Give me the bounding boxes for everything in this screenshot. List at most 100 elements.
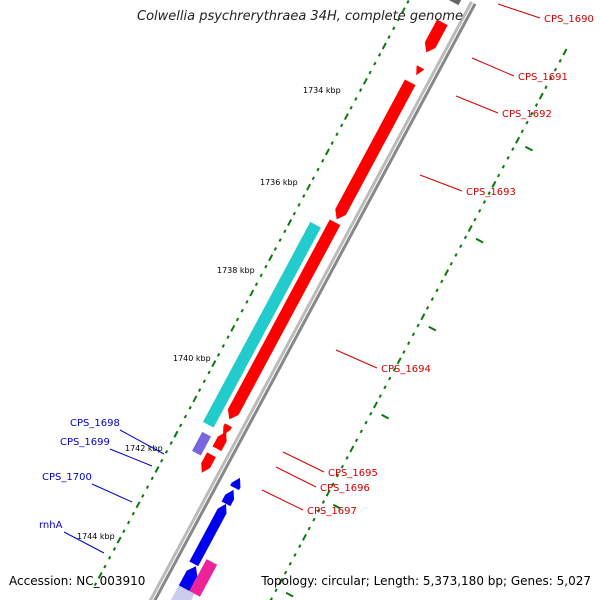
gene-rnha-arrow xyxy=(178,566,198,592)
gc-skew-track-outer xyxy=(317,508,321,513)
gc-content-track-inner xyxy=(145,485,150,490)
gc-skew-track-outer xyxy=(544,85,548,90)
gene-cps-1698-arrow xyxy=(230,477,241,491)
gene-leader-line xyxy=(91,483,133,503)
gc-skew-track-outer xyxy=(278,577,284,585)
gene-label: CPS_1692 xyxy=(502,109,552,120)
gc-content-track-inner xyxy=(202,379,206,384)
gc-skew-track-outer xyxy=(425,306,430,310)
gc-content-track-inner xyxy=(97,571,103,579)
gc-content-track-inner xyxy=(349,105,353,110)
gc-content-track-inner xyxy=(226,335,230,340)
gene-leader-line xyxy=(282,451,325,473)
gc-content-track-inner xyxy=(179,423,183,428)
gc-content-track-inner xyxy=(381,42,387,50)
gc-content-track-inner xyxy=(321,158,325,163)
gc-skew-track-outer xyxy=(407,341,411,346)
gene-leader-line xyxy=(119,429,165,455)
gc-content-track-inner xyxy=(283,229,287,234)
gene-cps-1692-arrow xyxy=(335,79,416,220)
tick-label: 1734 kbp xyxy=(303,86,341,95)
gc-content-track-inner xyxy=(362,77,368,85)
gc-skew-track-outer xyxy=(293,553,297,557)
feature-pink xyxy=(189,559,218,597)
gc-content-track-inner xyxy=(392,26,396,31)
gene-label: CPS_1697 xyxy=(307,506,357,517)
gc-skew-track-outer xyxy=(369,411,373,416)
gene-leader-line xyxy=(455,95,499,114)
gc-content-track-inner xyxy=(192,395,198,403)
gc-content-track-inner xyxy=(330,141,334,145)
gc-content-track-inner xyxy=(259,273,263,278)
gene-label: CPS_1691 xyxy=(518,72,568,83)
gc-content-track-inner xyxy=(135,501,141,509)
gc-skew-track-outer xyxy=(335,473,340,478)
gene-cps-1697-arrow xyxy=(201,452,216,473)
gene-label: CPS_1696 xyxy=(320,483,370,494)
gc-content-track-inner xyxy=(211,360,217,368)
gc-skew-track-outer xyxy=(396,357,402,365)
genome-backbone xyxy=(153,3,477,600)
gc-skew-track-outer xyxy=(392,367,397,372)
gc-skew-track-outer xyxy=(440,279,444,284)
gc-content-track-inner xyxy=(377,52,382,57)
gene-cps-1691-arrow xyxy=(416,65,425,76)
tick-label: 1740 kbp xyxy=(173,354,211,363)
gc-content-track-inner xyxy=(197,388,202,392)
gc-skew-track-outer xyxy=(549,76,553,81)
gc-skew-track-outer xyxy=(301,533,307,541)
gc-content-track-inner xyxy=(112,547,117,551)
gc-skew-track-outer xyxy=(269,597,273,600)
gc-content-track-inner xyxy=(245,299,249,304)
gc-skew-track-outer xyxy=(383,385,387,390)
map-title: Colwellia psychrerythraea 34H, complete … xyxy=(137,9,463,24)
gc-content-track-inner xyxy=(273,247,278,251)
gc-skew-track-outer xyxy=(506,156,510,160)
gc-skew-track-outer xyxy=(288,561,292,566)
gc-content-track-inner xyxy=(122,529,126,534)
gc-content-track-inner xyxy=(126,520,131,525)
gc-skew-track-outer xyxy=(340,464,345,469)
gc-content-track-inner xyxy=(254,282,259,287)
gc-skew-track-outer xyxy=(349,445,355,453)
gene-cps-1700-arrow xyxy=(189,503,227,567)
gc-skew-track-outer xyxy=(473,217,477,222)
gc-skew-track-outer xyxy=(496,173,501,178)
gc-content-track-inner xyxy=(169,441,173,445)
gc-skew-track-outer xyxy=(331,482,335,487)
gene-cps-1699-arrow xyxy=(221,489,235,507)
backbone-shadow xyxy=(148,1,473,600)
feature-purple xyxy=(192,431,212,456)
gc-content-track-inner xyxy=(188,405,192,410)
gc-skew-track-outer xyxy=(321,500,326,504)
gc-skew-track-outer xyxy=(558,58,562,63)
gc-content-track-inner xyxy=(183,414,188,419)
gc-content-track-inner xyxy=(406,0,410,4)
gene-label: CPS_1698 xyxy=(70,418,120,429)
gc-content-track-inner xyxy=(150,476,154,481)
tick-mark xyxy=(475,237,484,244)
gc-content-track-inner xyxy=(173,430,179,438)
gc-content-track-inner xyxy=(358,88,363,92)
gc-skew-track-outer xyxy=(420,313,426,321)
gc-content-track-inner xyxy=(306,183,312,191)
gc-content-track-inner xyxy=(278,238,282,242)
gc-skew-track-outer xyxy=(402,350,406,354)
gc-skew-track-outer xyxy=(354,438,359,443)
gc-skew-track-outer xyxy=(430,297,434,301)
gc-skew-track-outer xyxy=(449,261,453,266)
gc-content-track-inner xyxy=(324,148,330,156)
gc-skew-track-outer xyxy=(538,92,544,100)
gc-skew-track-outer xyxy=(378,394,382,399)
gc-skew-track-outer xyxy=(298,544,302,549)
gc-content-track-inner xyxy=(249,289,255,297)
gc-content-track-inner xyxy=(287,219,293,226)
gc-content-track-inner xyxy=(264,264,268,269)
gc-content-track-inner xyxy=(93,582,98,587)
gene-cps-1696-arrow xyxy=(212,431,227,452)
gene-label: CPS_1695 xyxy=(328,468,378,479)
tick-mark xyxy=(285,591,294,598)
gc-skew-track-outer xyxy=(534,103,539,107)
